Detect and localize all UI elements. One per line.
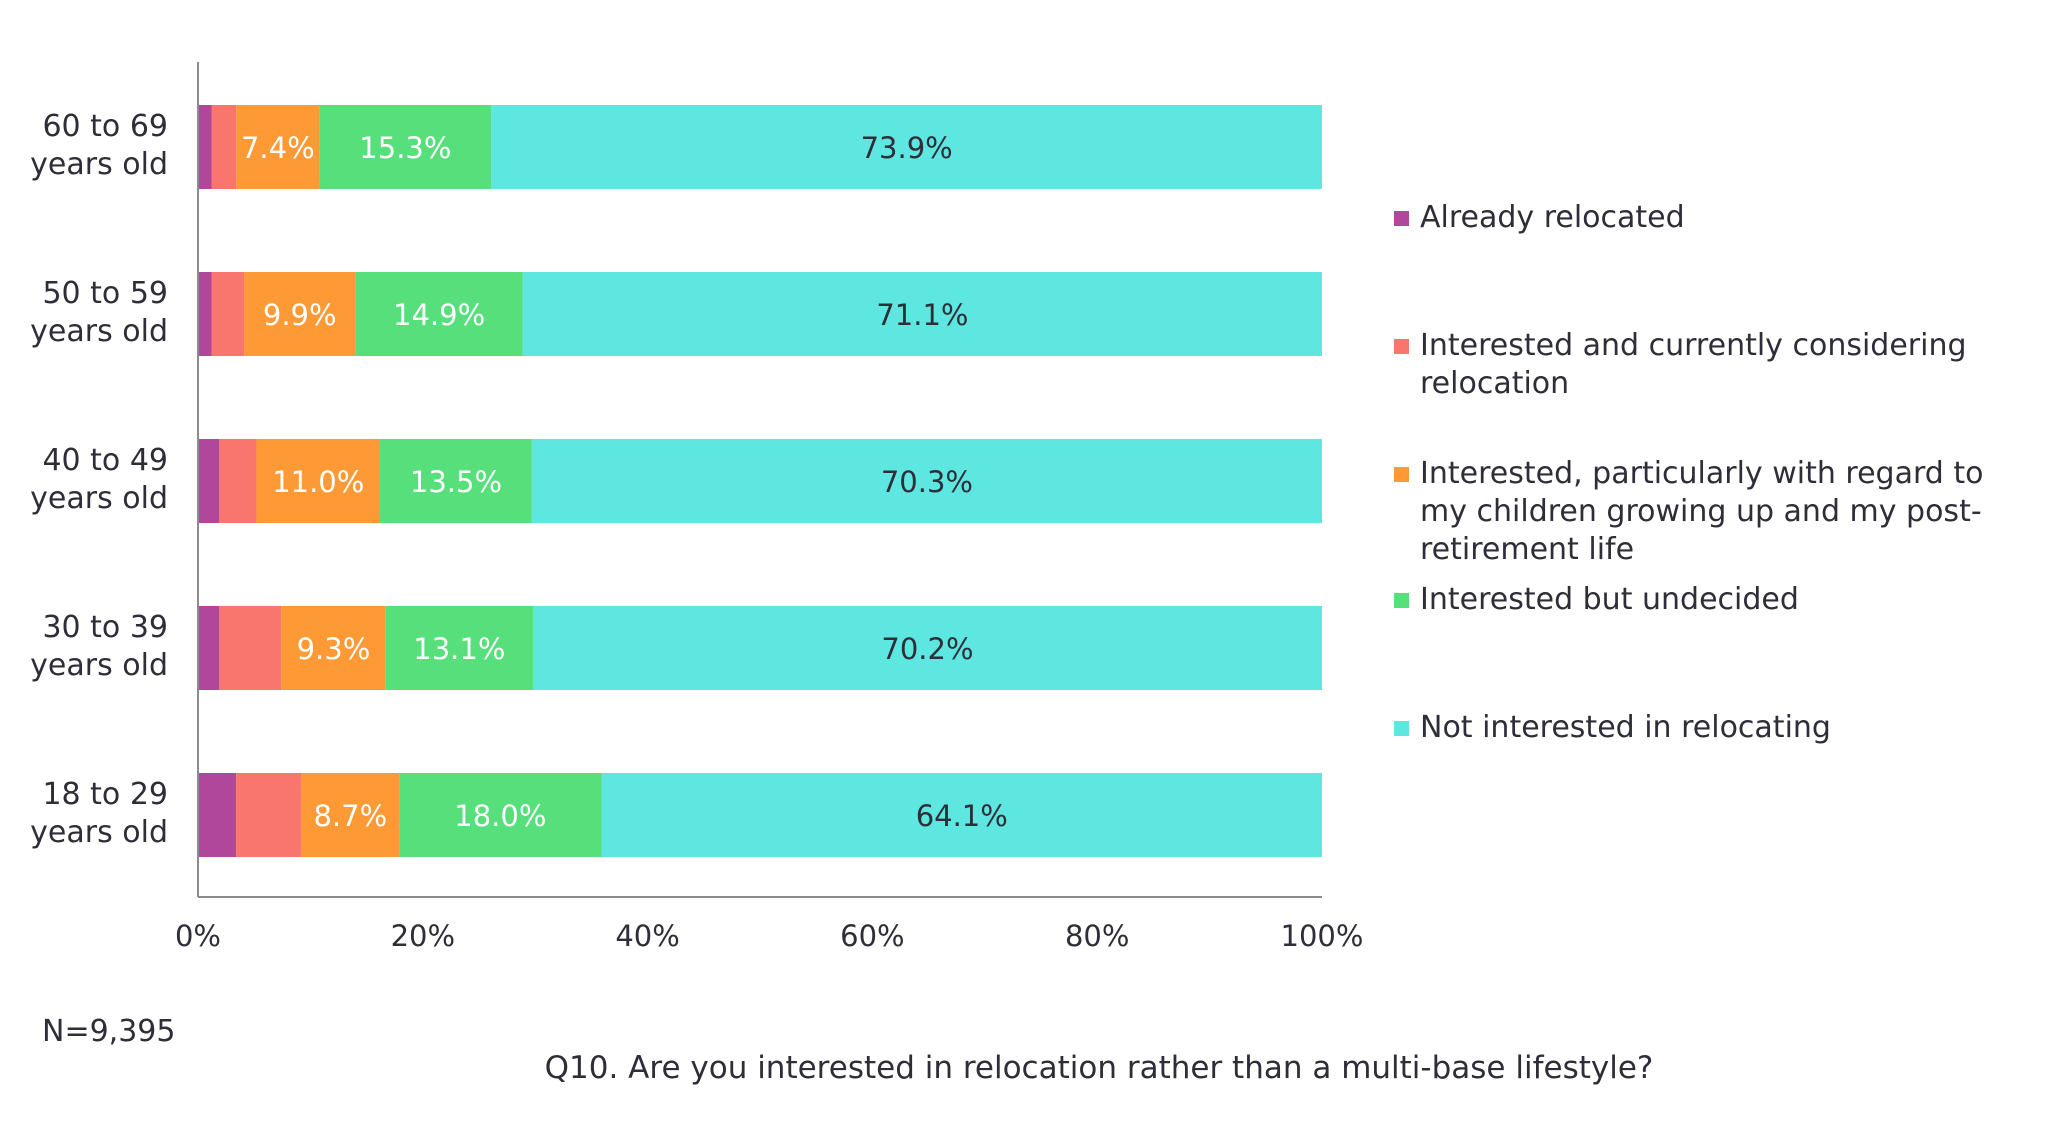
bar-segment <box>385 606 533 690</box>
survey-question: Q10. Are you interested in relocation ra… <box>544 1050 1654 1086</box>
bar-segment <box>236 105 320 189</box>
category-label: years old <box>30 648 168 683</box>
bar-segment <box>522 272 1322 356</box>
legend-label: Interested and currently considering rel… <box>1420 328 1967 401</box>
bar-segment <box>531 439 1322 523</box>
category-label: years old <box>30 147 168 182</box>
x-tick-label: 60% <box>840 919 904 953</box>
data-label: 71.1% <box>876 298 968 332</box>
data-label: 8.7% <box>313 799 387 833</box>
category-label: 18 to 29 <box>42 777 168 812</box>
bar-segment <box>198 773 237 857</box>
data-label: 70.3% <box>881 465 973 499</box>
legend-swatch <box>1394 721 1409 736</box>
data-label: 70.2% <box>881 632 973 666</box>
bar-segment <box>532 606 1322 690</box>
data-label: 73.9% <box>861 131 953 165</box>
bar-segment <box>491 105 1322 189</box>
legend-label: Already relocated <box>1420 200 1685 235</box>
x-tick-label: 80% <box>1065 919 1129 953</box>
legend-item: Interested, particularly with regard to … <box>1394 455 2034 569</box>
legend-swatch <box>1394 467 1409 482</box>
data-label: 14.9% <box>393 298 485 332</box>
category-label: years old <box>30 481 168 516</box>
category-label: 60 to 69 <box>42 109 168 144</box>
legend-swatch <box>1394 339 1409 354</box>
legend-item: Interested but undecided <box>1394 581 2034 619</box>
bar-segment <box>281 606 386 690</box>
bar-segment <box>319 105 492 189</box>
bar-segment <box>301 773 400 857</box>
legend-item: Not interested in relocating <box>1394 709 2034 747</box>
x-tick-label: 0% <box>175 919 221 953</box>
bar-segment <box>244 272 356 356</box>
legend-item: Interested and currently considering rel… <box>1394 327 2034 403</box>
legend-label: Not interested in relocating <box>1420 710 1831 745</box>
data-label: 9.3% <box>297 632 371 666</box>
bar-segment <box>219 439 257 523</box>
bar-segment <box>198 439 220 523</box>
category-label: 30 to 39 <box>42 610 168 645</box>
sample-size-note: N=9,395 <box>42 1014 176 1049</box>
x-tick-label: 40% <box>615 919 679 953</box>
bar-segment <box>211 105 237 189</box>
legend-swatch <box>1394 593 1409 608</box>
category-label: years old <box>30 815 168 850</box>
legend-label: Interested but undecided <box>1420 582 1799 617</box>
x-tick-label: 100% <box>1281 919 1364 953</box>
legend-swatch <box>1394 211 1409 226</box>
data-label: 13.1% <box>413 632 505 666</box>
bar-segment <box>198 105 212 189</box>
bar-segment <box>355 272 523 356</box>
data-label: 18.0% <box>454 799 546 833</box>
bar-segment <box>380 439 532 523</box>
category-label: 40 to 49 <box>42 443 168 478</box>
data-label: 15.3% <box>359 131 451 165</box>
bar-segment <box>198 606 220 690</box>
bar-segment <box>198 272 212 356</box>
bar-segment <box>219 606 282 690</box>
data-label: 64.1% <box>916 799 1008 833</box>
category-label: years old <box>30 314 168 349</box>
bar-segment <box>256 439 381 523</box>
x-tick-label: 20% <box>391 919 455 953</box>
category-label: 50 to 59 <box>42 276 168 311</box>
data-label: 13.5% <box>410 465 502 499</box>
legend-item: Already relocated <box>1394 199 2034 237</box>
bar-segment <box>236 773 302 857</box>
bar-segment <box>601 773 1322 857</box>
legend-label: Interested, particularly with regard to … <box>1420 456 1984 567</box>
data-label: 11.0% <box>272 465 364 499</box>
data-label: 7.4% <box>241 131 315 165</box>
bar-segment <box>211 272 245 356</box>
data-label: 9.9% <box>263 298 337 332</box>
bar-segment <box>399 773 602 857</box>
